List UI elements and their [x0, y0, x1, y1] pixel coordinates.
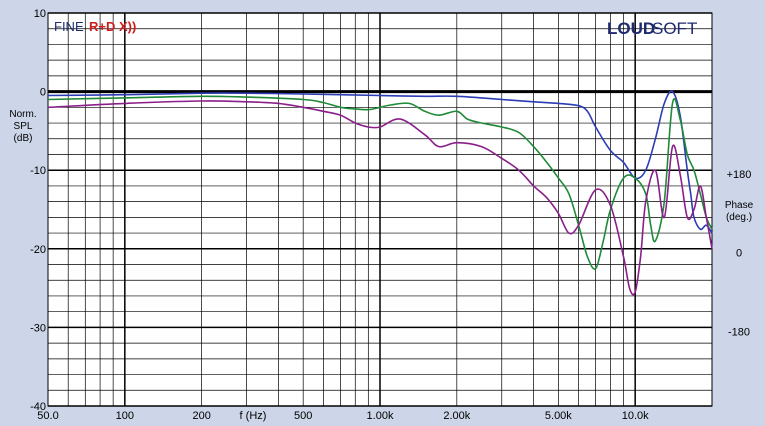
loudsoft-logo-light: SOFT [652, 19, 697, 38]
x-tick-label: 10.0k [622, 410, 649, 422]
fine-brand-label: FINE [54, 19, 84, 34]
x-tick-label: 500 [294, 410, 312, 422]
x-tick-label: 100 [116, 410, 134, 422]
x-tick-label: 1.00k [367, 410, 394, 422]
series-layer [47, 90, 713, 296]
y2-tick-label: 0 [736, 248, 742, 260]
y2-tick-label: +180 [727, 169, 752, 181]
y-axis-label-line-2: SPL [14, 121, 33, 132]
series-line-3 [47, 100, 713, 296]
y-tick-label: -30 [30, 322, 46, 334]
y-axis-label-line-1: Norm. [9, 109, 36, 120]
tick-layer: 50.0 100 200 500 1.00k 2.00k 5.00k 10.0k100-10-… [30, 8, 751, 422]
y-tick-label: -20 [30, 244, 46, 256]
series-line-2 [47, 95, 713, 270]
loudsoft-logo-bold: LOUD [607, 19, 655, 38]
x-tick-label: 50.0 [37, 410, 58, 422]
x-tick-label: 200 [192, 410, 210, 422]
y-tick-label: -10 [30, 165, 46, 177]
y-tick-label: -40 [30, 401, 46, 413]
y2-tick-label: -180 [728, 326, 750, 338]
rd-brand-label: R+D X)) [89, 19, 136, 34]
y-axis-label-line-3: (dB) [14, 133, 33, 144]
x-tick-label: 5.00k [545, 410, 572, 422]
y2-axis-label-line-1: Phase [725, 200, 754, 211]
y-tick-label: 0 [40, 87, 46, 99]
x-axis-label: f (Hz) [240, 410, 267, 422]
grid-layer [47, 12, 713, 407]
y-tick-label: 10 [34, 8, 46, 20]
x-tick-label: 2.00k [443, 410, 470, 422]
series-line-1 [47, 90, 713, 234]
y2-axis-label-line-2: (deg.) [726, 212, 752, 223]
